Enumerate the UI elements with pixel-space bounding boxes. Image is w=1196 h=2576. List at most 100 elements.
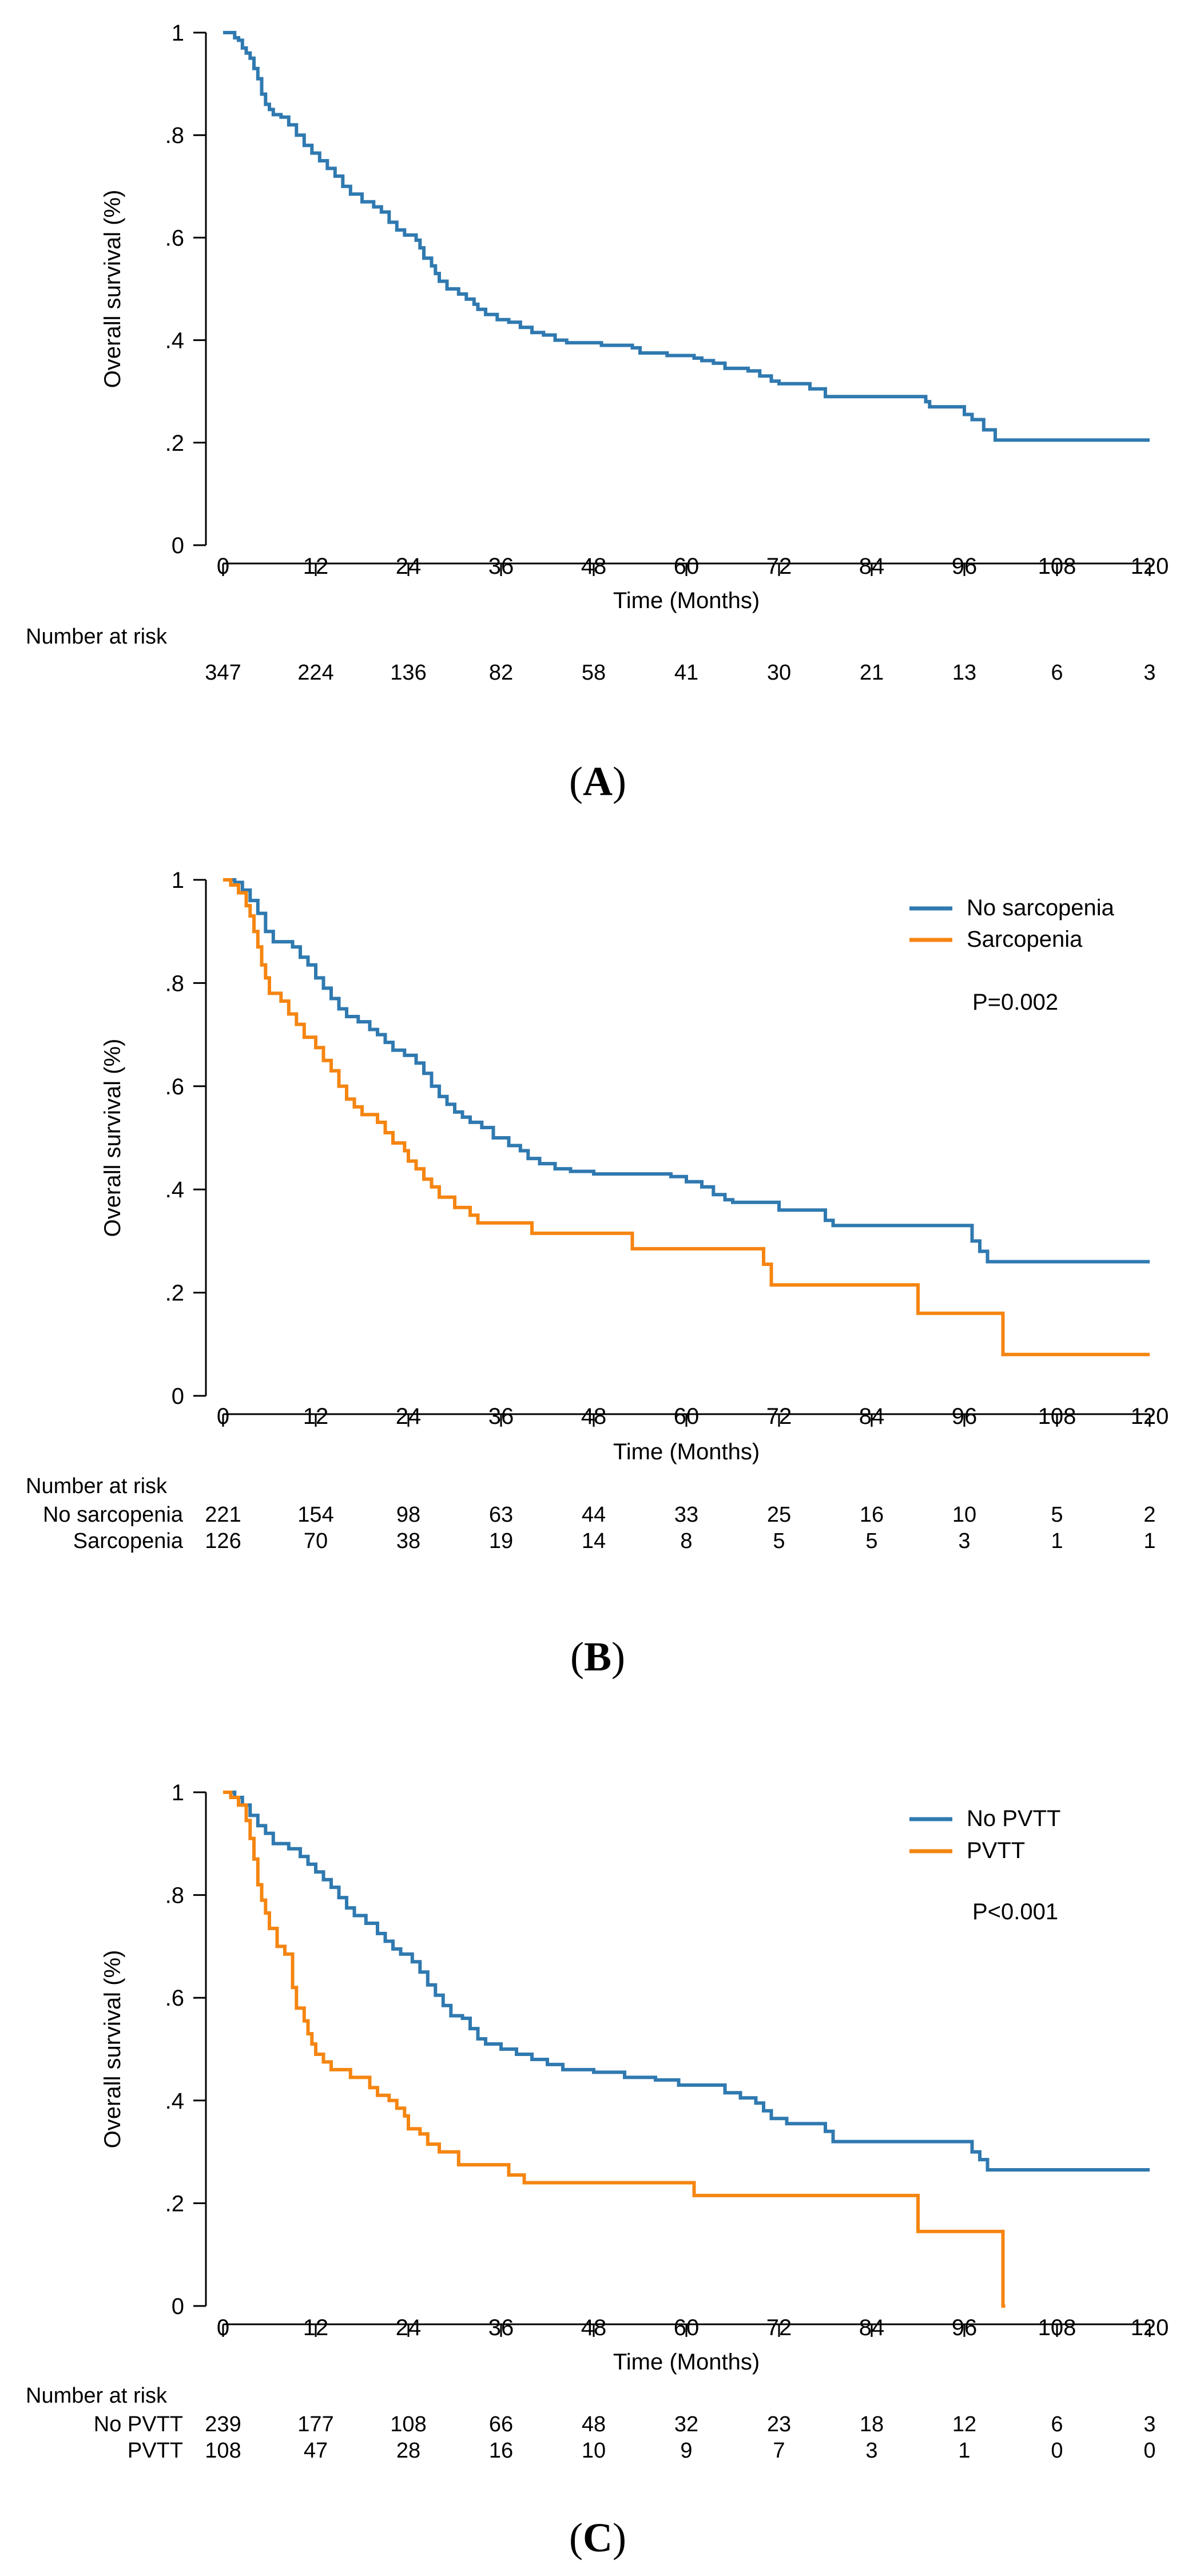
risk-count: 10 xyxy=(952,1503,976,1527)
y-tick-label: 0 xyxy=(172,533,184,558)
risk-count: 136 xyxy=(390,661,426,685)
y-tick-label: 1 xyxy=(172,868,184,893)
risk-count: 14 xyxy=(582,1529,606,1553)
risk-count: 58 xyxy=(582,661,606,685)
x-tick-label: 12 xyxy=(303,1404,329,1429)
risk-row-label: No sarcopenia xyxy=(43,1503,184,1527)
x-tick-label: 24 xyxy=(396,554,422,579)
y-tick-label: 1 xyxy=(172,21,184,46)
x-tick-label: 0 xyxy=(217,1404,229,1429)
x-tick-label: 60 xyxy=(674,1404,700,1429)
x-tick-label: 36 xyxy=(488,2315,514,2340)
x-tick-label: 96 xyxy=(952,2315,978,2340)
risk-count: 0 xyxy=(1143,2439,1155,2463)
x-tick-label: 24 xyxy=(396,2315,422,2340)
y-tick-label: .6 xyxy=(165,225,184,251)
x-tick-label: 48 xyxy=(581,2315,607,2340)
risk-count: 108 xyxy=(390,2412,426,2436)
panel-label-open-paren: ( xyxy=(569,759,583,804)
x-axis-title: Time (Months) xyxy=(613,2349,760,2375)
risk-count: 108 xyxy=(205,2439,241,2463)
risk-count: 6 xyxy=(1051,2412,1063,2436)
risk-count: 13 xyxy=(952,661,976,685)
risk-count: 18 xyxy=(860,2412,884,2436)
y-axis-title: Overall survival (%) xyxy=(100,1039,125,1237)
x-axis-title: Time (Months) xyxy=(613,1439,760,1464)
risk-count: 82 xyxy=(489,661,513,685)
y-tick-label: .8 xyxy=(165,971,184,996)
panel-label-letter: A xyxy=(583,759,613,804)
risk-count: 98 xyxy=(396,1503,420,1527)
y-tick-label: .2 xyxy=(165,1281,184,1306)
x-tick-label: 120 xyxy=(1131,554,1169,579)
x-tick-label: 12 xyxy=(303,554,329,579)
y-tick-label: 1 xyxy=(172,1780,184,1805)
risk-count: 47 xyxy=(304,2439,328,2463)
x-tick-label: 0 xyxy=(217,2315,229,2340)
p-value: P=0.002 xyxy=(972,990,1058,1015)
y-tick-label: .4 xyxy=(165,2089,184,2114)
x-tick-label: 84 xyxy=(859,554,885,579)
x-tick-label: 60 xyxy=(674,2315,700,2340)
y-tick-label: 0 xyxy=(172,1384,184,1409)
x-tick-label: 96 xyxy=(952,554,978,579)
risk-count: 8 xyxy=(680,1529,692,1553)
x-tick-label: 72 xyxy=(766,2315,792,2340)
risk-count: 41 xyxy=(674,661,698,685)
risk-count: 239 xyxy=(205,2412,241,2436)
survival-curve-sarcopenia xyxy=(223,878,1150,1356)
risk-count: 66 xyxy=(489,2412,513,2436)
risk-count: 177 xyxy=(297,2412,333,2436)
y-tick-label: .4 xyxy=(165,328,184,354)
x-tick-label: 12 xyxy=(303,2315,329,2340)
risk-count: 48 xyxy=(582,2412,606,2436)
risk-count: 38 xyxy=(396,1529,420,1553)
panel-label-open-paren: ( xyxy=(569,2515,583,2561)
risk-count: 63 xyxy=(489,1503,513,1527)
panel-label-letter: C xyxy=(583,2515,613,2561)
y-tick-label: .2 xyxy=(165,2191,184,2216)
risk-count: 0 xyxy=(1051,2439,1063,2463)
survival-curve-no-sarcopenia xyxy=(223,878,1150,1264)
y-tick-label: .8 xyxy=(165,123,184,148)
x-tick-label: 72 xyxy=(766,1404,792,1429)
panel-label: (A) xyxy=(569,759,626,804)
risk-count: 10 xyxy=(582,2439,606,2463)
risk-count: 3 xyxy=(958,1529,970,1553)
risk-count: 33 xyxy=(674,1503,698,1527)
risk-count: 23 xyxy=(767,2412,791,2436)
x-axis-title: Time (Months) xyxy=(613,588,760,613)
risk-count: 1 xyxy=(1051,1529,1063,1553)
x-tick-label: 48 xyxy=(581,1404,607,1429)
legend-label: No PVTT xyxy=(967,1806,1060,1831)
x-tick-label: 24 xyxy=(396,1404,422,1429)
risk-count: 28 xyxy=(396,2439,420,2463)
risk-count: 16 xyxy=(489,2439,513,2463)
legend-label: PVTT xyxy=(967,1838,1025,1863)
y-tick-label: 0 xyxy=(172,2294,184,2319)
risk-count: 126 xyxy=(205,1529,241,1553)
risk-count: 9 xyxy=(680,2439,692,2463)
x-tick-label: 96 xyxy=(952,1404,978,1429)
risk-count: 3 xyxy=(865,2439,877,2463)
risk-count: 1 xyxy=(1143,1529,1155,1553)
risk-row-label: No PVTT xyxy=(94,2412,183,2436)
risk-count: 25 xyxy=(767,1503,791,1527)
survival-curve-all-patients xyxy=(223,31,1150,442)
risk-count: 224 xyxy=(297,661,333,685)
panel-label-letter: B xyxy=(584,1634,611,1680)
x-tick-label: 72 xyxy=(766,554,792,579)
risk-count: 21 xyxy=(860,661,884,685)
risk-count: 5 xyxy=(773,1529,785,1553)
x-tick-label: 60 xyxy=(674,554,700,579)
survival-curve-pvtt xyxy=(223,1791,1006,2308)
risk-count: 5 xyxy=(1051,1503,1063,1527)
risk-count: 6 xyxy=(1051,661,1063,685)
risk-count: 44 xyxy=(582,1503,606,1527)
y-tick-label: .8 xyxy=(165,1883,184,1908)
risk-count: 7 xyxy=(773,2439,785,2463)
x-tick-label: 36 xyxy=(488,554,514,579)
risk-count: 16 xyxy=(860,1503,884,1527)
